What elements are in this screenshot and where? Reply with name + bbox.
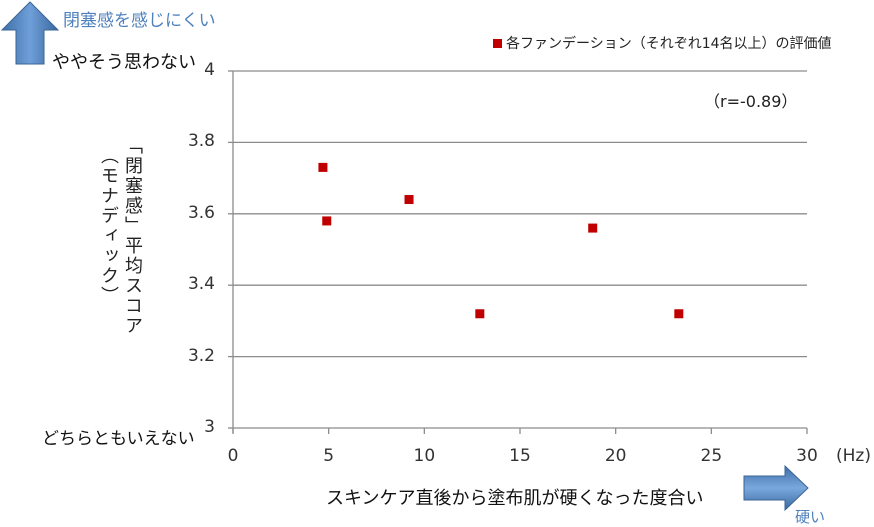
y-top-label: ややそう思わない bbox=[52, 52, 196, 73]
x-tick-label: 20 bbox=[604, 446, 627, 466]
legend-label: 各ファンデーション（それぞれ14名以上）の評価値 bbox=[506, 36, 832, 52]
x-axis-title: スキンケア直後から塗布肌が硬くなった度合い bbox=[326, 488, 704, 509]
y-axis-subtitle: （モナディック） bbox=[98, 146, 119, 306]
y-axis-title: 「閉塞感」平均スコア bbox=[122, 136, 143, 336]
data-point bbox=[322, 216, 332, 226]
top-arrow-label: 閉塞感を感じにくい bbox=[63, 11, 216, 31]
y-tick-label: 3.4 bbox=[187, 274, 215, 295]
right-arrow-icon bbox=[743, 464, 809, 512]
y-tick-label: 3 bbox=[204, 417, 215, 437]
gridlines bbox=[233, 70, 807, 429]
y-bottom-label: どちらともいえない bbox=[42, 429, 195, 449]
data-point bbox=[588, 223, 598, 233]
y-tick-label: 3.8 bbox=[187, 131, 215, 152]
correlation-annotation: （r=-0.89） bbox=[704, 92, 798, 111]
legend-marker-square-icon bbox=[493, 38, 502, 48]
y-tick-label: 3.6 bbox=[187, 202, 215, 223]
x-tick-label: 0 bbox=[227, 446, 239, 466]
data-point bbox=[318, 162, 328, 172]
x-tick-label: 15 bbox=[509, 446, 531, 466]
y-tick-label: 4 bbox=[204, 60, 215, 80]
x-tick-label: 30 bbox=[796, 446, 818, 466]
x-tick-label: 25 bbox=[700, 446, 723, 466]
data-point bbox=[404, 195, 414, 205]
x-axis-unit: (Hz) bbox=[836, 446, 871, 466]
data-points bbox=[318, 162, 684, 319]
up-arrow-icon bbox=[0, 1, 60, 65]
x-tick-label: 10 bbox=[413, 446, 436, 466]
right-arrow-label: 硬い bbox=[795, 508, 826, 526]
x-tick-label: 5 bbox=[323, 446, 335, 466]
data-point bbox=[674, 309, 684, 319]
y-tick-label: 3.2 bbox=[187, 345, 215, 366]
data-point bbox=[475, 309, 485, 319]
axes bbox=[228, 70, 808, 434]
legend: 各ファンデーション（それぞれ14名以上）の評価値 bbox=[493, 33, 832, 53]
